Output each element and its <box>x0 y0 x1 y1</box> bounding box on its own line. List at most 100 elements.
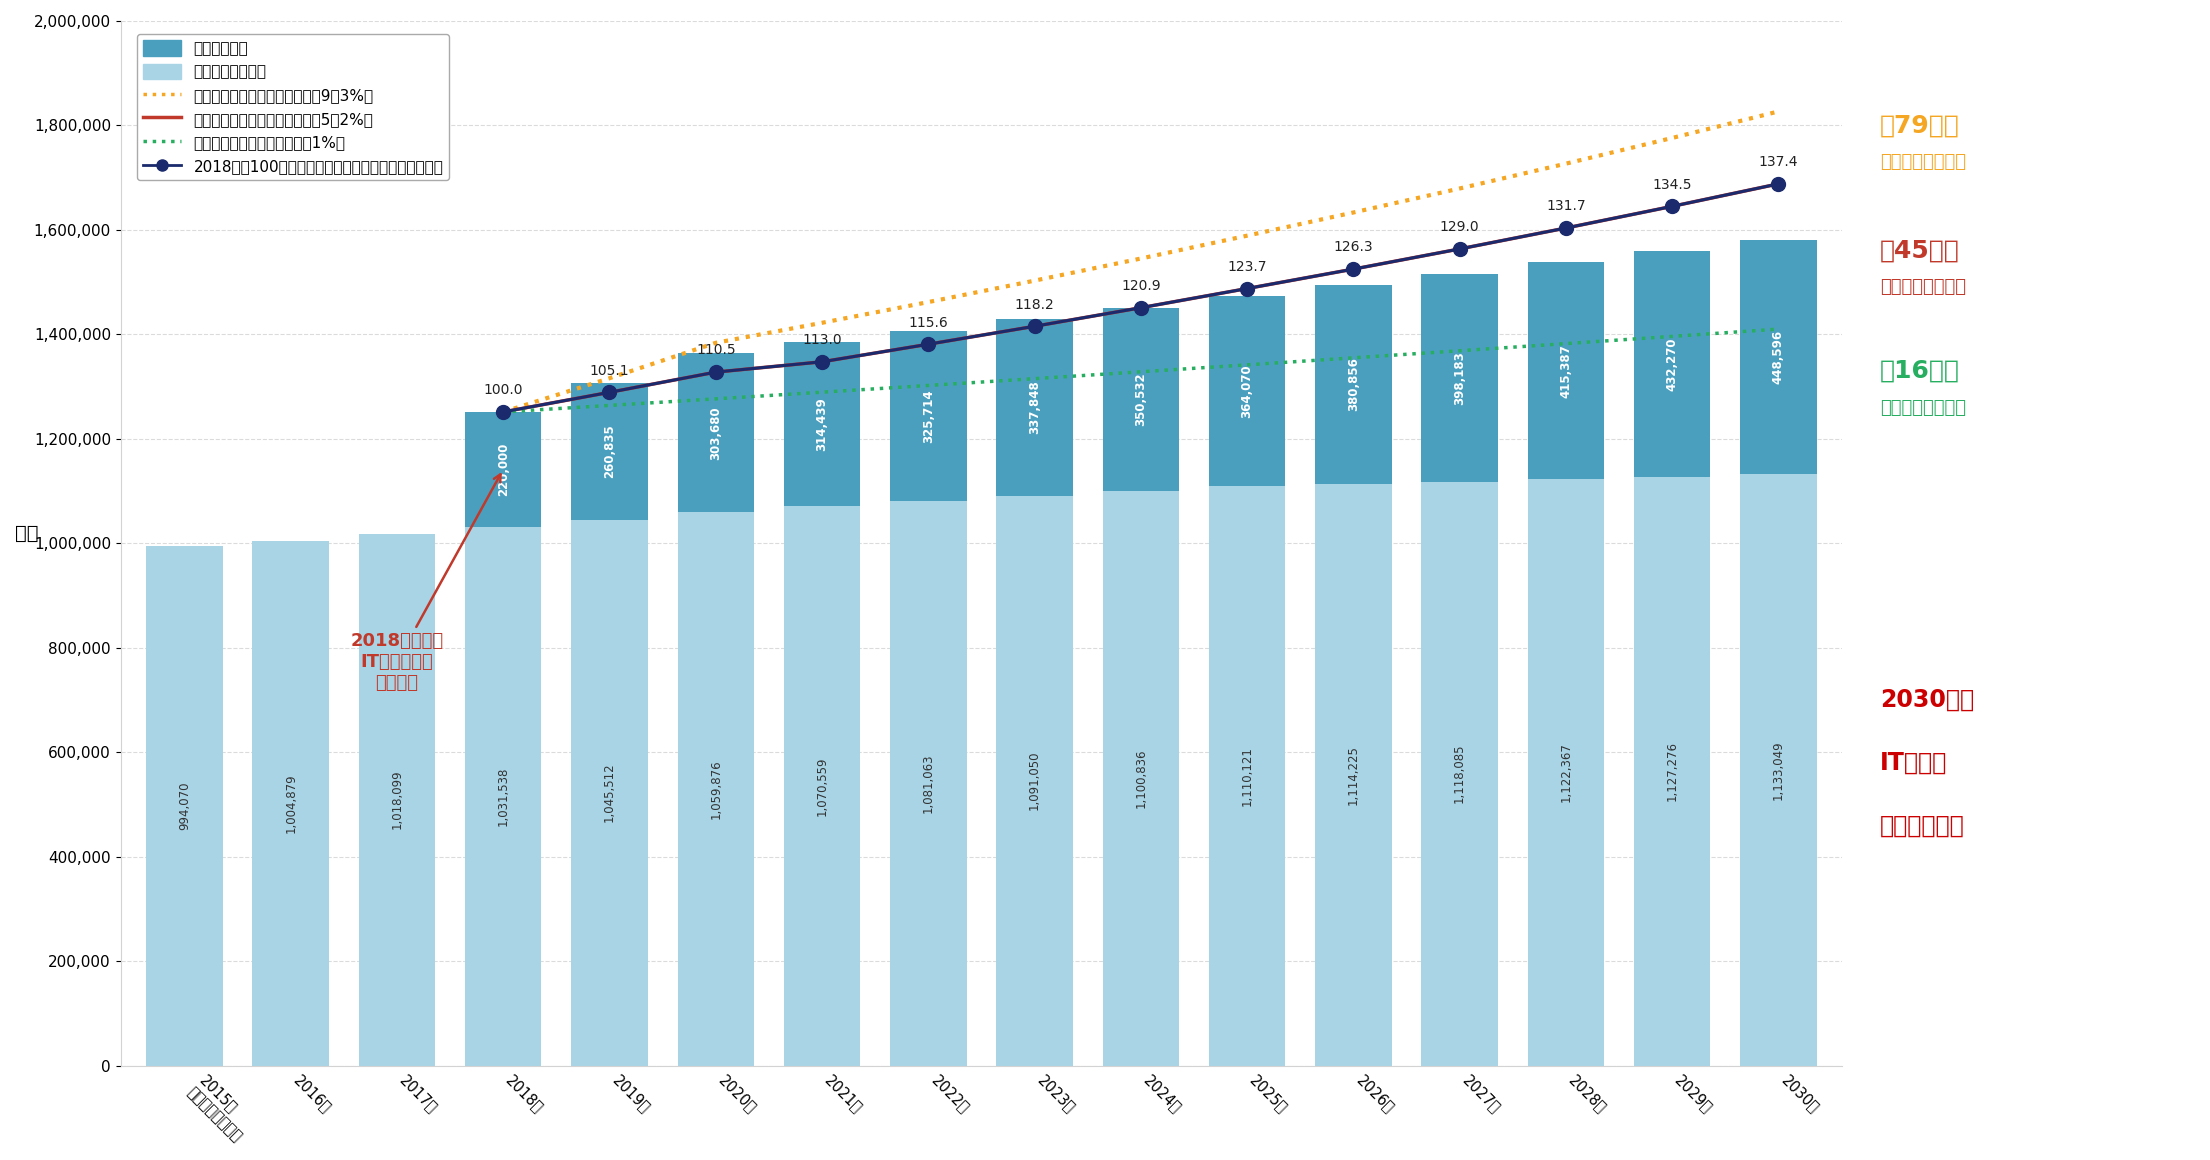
低位シナリオ（需要の伸び：1%） <box>1554 336 1580 350</box>
低位シナリオ（需要の伸び：1%） <box>1445 343 1472 357</box>
低位シナリオ（需要の伸び：1%） <box>1766 322 1792 336</box>
Text: 398,183: 398,183 <box>1454 350 1465 405</box>
低位シナリオ（需要の伸び：1%） <box>491 405 517 419</box>
Bar <box>464 527 541 1066</box>
2018年を100とした場合の市場規模（中位シナリオ） <box>1660 200 1686 213</box>
Legend: 不足数（人）, 供給人材数（人）, 高位シナリオ（需要の伸び：約9～3%）, 中位シナリオ（需要の伸び：約5～2%）, 低位シナリオ（需要の伸び：1%）, 20: 不足数（人）, 供給人材数（人）, 高位シナリオ（需要の伸び：約9～3%）, 中… <box>137 34 449 180</box>
Text: 337,848: 337,848 <box>1028 380 1041 434</box>
Bar <box>1633 251 1711 477</box>
Bar <box>1527 262 1604 479</box>
Bar <box>252 541 329 1066</box>
Text: 115.6: 115.6 <box>908 316 948 329</box>
低位シナリオ（需要の伸び：1%） <box>1127 364 1154 378</box>
Text: 約45万人: 約45万人 <box>1881 239 1960 263</box>
Bar <box>1315 484 1392 1066</box>
Text: 432,270: 432,270 <box>1666 338 1680 391</box>
Bar <box>1421 274 1498 481</box>
中位シナリオ（需要の伸び：約5～2%） <box>1554 222 1580 235</box>
Text: 110.5: 110.5 <box>696 343 736 357</box>
Text: IT人材の: IT人材の <box>1881 751 1947 775</box>
Bar <box>785 342 860 507</box>
Text: 220,000: 220,000 <box>497 443 511 496</box>
高位シナリオ（需要の伸び：約9～3%） <box>703 336 729 350</box>
Text: 1,070,559: 1,070,559 <box>815 756 829 815</box>
中位シナリオ（需要の伸び：約5～2%） <box>1339 262 1366 276</box>
2018年を100とした場合の市場規模（中位シナリオ） <box>597 385 623 399</box>
Text: 137.4: 137.4 <box>1759 155 1799 169</box>
Text: 129.0: 129.0 <box>1441 220 1478 234</box>
Bar <box>1103 307 1180 491</box>
Bar <box>1103 491 1180 1066</box>
Bar <box>1739 239 1817 473</box>
Text: 123.7: 123.7 <box>1227 260 1266 274</box>
低位シナリオ（需要の伸び：1%） <box>809 385 835 399</box>
2018年を100とした場合の市場規模（中位シナリオ） <box>1766 177 1792 191</box>
中位シナリオ（需要の伸び：約5～2%） <box>809 355 835 369</box>
Bar <box>997 495 1072 1066</box>
Bar <box>891 501 966 1066</box>
2018年を100とした場合の市場規模（中位シナリオ） <box>491 405 517 419</box>
中位シナリオ（需要の伸び：約5～2%） <box>1445 242 1472 256</box>
低位シナリオ（需要の伸び：1%） <box>1660 329 1686 343</box>
Text: 415,387: 415,387 <box>1560 345 1571 398</box>
Text: 1,045,512: 1,045,512 <box>603 763 617 822</box>
Text: 448,596: 448,596 <box>1772 329 1786 384</box>
Text: 314,439: 314,439 <box>815 398 829 451</box>
Text: 約79万人: 約79万人 <box>1881 114 1960 138</box>
中位シナリオ（需要の伸び：約5～2%） <box>491 405 517 419</box>
Bar <box>1315 284 1392 484</box>
Text: 350,532: 350,532 <box>1134 372 1147 426</box>
Text: 1,118,085: 1,118,085 <box>1454 744 1465 804</box>
Bar <box>146 546 223 1066</box>
Text: 1,081,063: 1,081,063 <box>922 754 935 813</box>
高位シナリオ（需要の伸び：約9～3%） <box>809 316 835 329</box>
Text: 1,059,876: 1,059,876 <box>709 759 723 819</box>
中位シナリオ（需要の伸び：約5～2%） <box>915 338 941 351</box>
2018年を100とした場合の市場規模（中位シナリオ） <box>1445 242 1472 256</box>
Bar <box>464 412 541 527</box>
低位シナリオ（需要の伸び：1%） <box>1339 350 1366 364</box>
Line: 中位シナリオ（需要の伸び：約5～2%）: 中位シナリオ（需要の伸び：約5～2%） <box>504 184 1779 412</box>
Text: 126.3: 126.3 <box>1333 240 1372 254</box>
低位シナリオ（需要の伸び：1%） <box>1021 371 1048 385</box>
中位シナリオ（需要の伸び：約5～2%） <box>703 365 729 379</box>
高位シナリオ（需要の伸び：約9～3%） <box>1445 181 1472 195</box>
中位シナリオ（需要の伸び：約5～2%） <box>1127 300 1154 314</box>
Bar <box>678 354 754 512</box>
高位シナリオ（需要の伸び：約9～3%） <box>1554 157 1580 171</box>
2018年を100とした場合の市場規模（中位シナリオ） <box>915 338 941 351</box>
中位シナリオ（需要の伸び：約5～2%） <box>1766 177 1792 191</box>
Bar <box>678 512 754 1066</box>
高位シナリオ（需要の伸び：約9～3%） <box>597 371 623 385</box>
Text: 105.1: 105.1 <box>590 364 630 378</box>
Bar <box>997 319 1072 495</box>
2018年を100とした場合の市場規模（中位シナリオ） <box>1339 262 1366 276</box>
低位シナリオ（需要の伸び：1%） <box>1233 358 1260 372</box>
高位シナリオ（需要の伸び：約9～3%） <box>1339 205 1366 219</box>
高位シナリオ（需要の伸び：約9～3%） <box>1766 104 1792 118</box>
高位シナリオ（需要の伸び：約9～3%） <box>491 405 517 419</box>
2018年を100とした場合の市場規模（中位シナリオ） <box>809 355 835 369</box>
Text: 1,127,276: 1,127,276 <box>1666 741 1680 802</box>
Text: 1,122,367: 1,122,367 <box>1560 742 1571 803</box>
Y-axis label: 人数: 人数 <box>15 524 38 543</box>
中位シナリオ（需要の伸び：約5～2%） <box>597 385 623 399</box>
Text: 120.9: 120.9 <box>1120 280 1160 293</box>
Line: 低位シナリオ（需要の伸び：1%）: 低位シナリオ（需要の伸び：1%） <box>504 329 1779 412</box>
Text: 1,100,836: 1,100,836 <box>1134 748 1147 807</box>
Text: 1,004,879: 1,004,879 <box>285 774 296 833</box>
Text: 364,070: 364,070 <box>1240 364 1253 418</box>
Bar <box>358 534 435 1066</box>
Text: 303,680: 303,680 <box>709 406 723 459</box>
Text: 1,018,099: 1,018,099 <box>391 770 404 829</box>
Bar <box>570 520 648 1066</box>
Text: （低位シナリオ）: （低位シナリオ） <box>1881 399 1967 416</box>
2018年を100とした場合の市場規模（中位シナリオ） <box>1127 300 1154 314</box>
低位シナリオ（需要の伸び：1%） <box>915 378 941 392</box>
中位シナリオ（需要の伸び：約5～2%） <box>1233 282 1260 296</box>
Bar <box>785 507 860 1066</box>
Text: （中位シナリオ）: （中位シナリオ） <box>1881 278 1967 297</box>
Text: 325,714: 325,714 <box>922 389 935 443</box>
2018年を100とした場合の市場規模（中位シナリオ） <box>1021 319 1048 333</box>
Text: 2030年の: 2030年の <box>1881 688 1974 712</box>
